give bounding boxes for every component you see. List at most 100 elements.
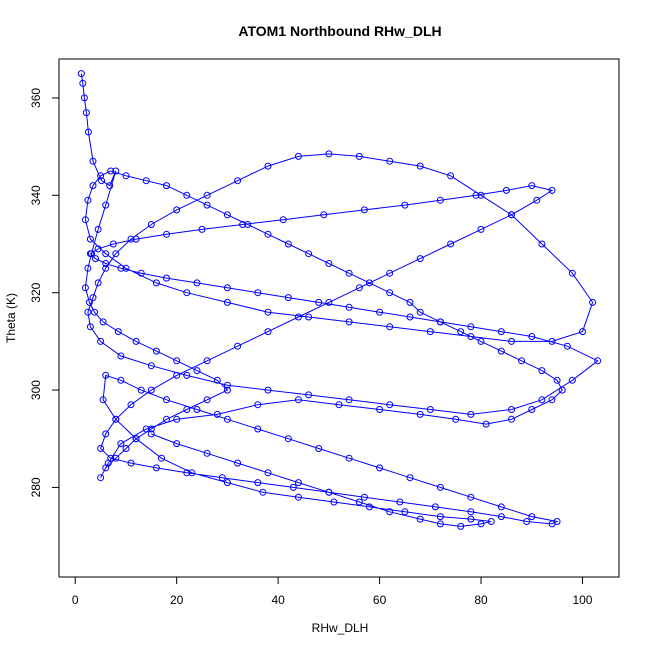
data-point [152, 279, 160, 287]
data-point [345, 303, 353, 311]
plot-frame [58, 58, 620, 578]
data-point [98, 177, 106, 185]
data-point [508, 406, 515, 413]
data-point [497, 347, 505, 355]
data-point [84, 128, 92, 136]
data-point [386, 269, 394, 277]
data-point [436, 196, 444, 204]
data-point [497, 328, 505, 336]
data-point [579, 328, 586, 336]
data-point [467, 333, 475, 340]
data-point [264, 162, 272, 170]
data-point [193, 367, 201, 375]
data-point [355, 152, 363, 160]
data-point [81, 284, 89, 292]
data-point [487, 518, 495, 525]
data-point [97, 445, 105, 452]
data-point [426, 406, 434, 413]
data-point [142, 425, 150, 433]
data-point [97, 337, 105, 345]
data-point [102, 260, 110, 267]
data-point [360, 493, 368, 501]
data-point [264, 386, 272, 394]
data-point [163, 415, 170, 423]
data-point [102, 201, 110, 209]
data-point [447, 240, 455, 248]
chart-title: ATOM1 Northbound RHw_DLH [238, 23, 441, 39]
data-point [360, 206, 368, 214]
data-point [99, 318, 107, 326]
data-point [416, 308, 424, 316]
data-point [112, 454, 120, 462]
data-point [589, 298, 597, 306]
data-point [396, 498, 404, 506]
data-point [234, 177, 242, 185]
data-point [173, 206, 181, 214]
data-point [173, 357, 181, 365]
x-tick-label: 40 [271, 593, 285, 607]
data-point [563, 342, 571, 350]
data-point [132, 235, 140, 243]
data-point [122, 264, 130, 272]
data-point [147, 362, 155, 370]
data-point [84, 196, 92, 204]
data-point [122, 445, 130, 452]
data-point [467, 323, 475, 331]
data-point [401, 508, 409, 516]
data-point [264, 328, 272, 336]
data-point [152, 347, 160, 355]
data-point [305, 250, 313, 258]
data-point [117, 376, 125, 384]
x-axis: 0 20 40 60 80 100 [72, 576, 593, 607]
data-point [284, 294, 292, 302]
data-point [294, 479, 302, 487]
data-point [294, 313, 302, 321]
x-tick-label: 60 [373, 593, 387, 607]
data-point [117, 264, 125, 272]
data-point [467, 508, 475, 516]
data-point [264, 469, 272, 477]
data-series [77, 70, 602, 530]
data-point [477, 520, 485, 528]
y-tick-label: 340 [29, 185, 43, 205]
data-point [94, 245, 102, 253]
data-point [85, 298, 93, 306]
data-point [548, 337, 556, 345]
data-point [406, 474, 414, 482]
data-point [523, 518, 531, 525]
data-point [82, 109, 90, 117]
data-point [538, 396, 546, 404]
data-point [528, 182, 536, 190]
data-point [163, 274, 170, 282]
data-point [254, 401, 262, 409]
data-point [406, 298, 414, 306]
data-point [218, 474, 226, 482]
data-point [436, 318, 444, 326]
x-tick-label: 20 [170, 593, 184, 607]
data-point [183, 469, 191, 477]
y-axis-label: Theta (K) [4, 293, 18, 343]
data-point [94, 279, 102, 287]
data-point [223, 415, 231, 423]
data-point [325, 298, 333, 306]
data-point [502, 186, 510, 194]
data-point [223, 211, 231, 219]
data-point [127, 401, 135, 409]
data-point [386, 289, 394, 297]
data-point [173, 371, 181, 379]
data-point [183, 371, 191, 379]
data-point [259, 488, 267, 496]
data-point [365, 279, 373, 287]
x-tick-label: 80 [474, 593, 488, 607]
data-point [188, 469, 196, 477]
data-point [457, 328, 465, 336]
data-point [416, 255, 424, 263]
data-point [386, 401, 394, 409]
data-point [355, 498, 363, 506]
data-point [84, 264, 92, 272]
data-point [147, 425, 155, 433]
data-point [203, 191, 211, 199]
data-point [234, 342, 242, 350]
data-point [431, 503, 439, 511]
data-point [508, 415, 515, 423]
